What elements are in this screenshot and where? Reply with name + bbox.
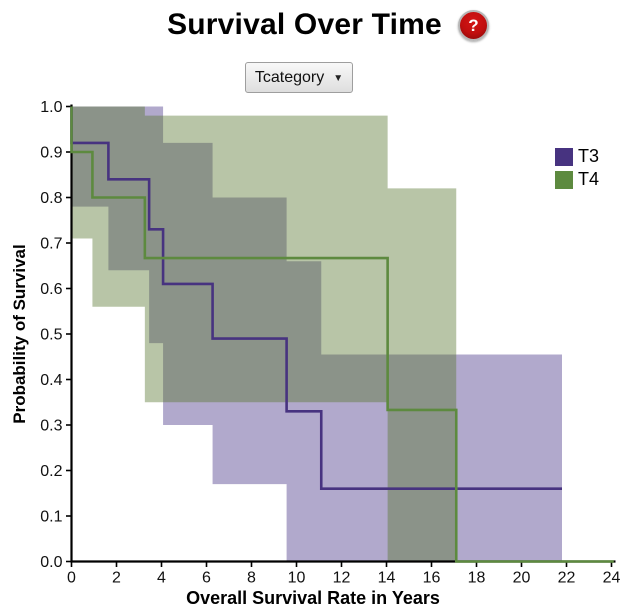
- y-tick-label: 0.3: [40, 418, 62, 435]
- x-tick-label: 8: [247, 570, 256, 587]
- page-title: Survival Over Time: [167, 8, 442, 41]
- x-tick-label: 16: [423, 570, 441, 587]
- legend-label-t3: T3: [578, 146, 600, 166]
- x-tick-label: 18: [468, 570, 486, 587]
- legend-label-t4: T4: [578, 169, 600, 189]
- y-axis-label: Probability of Survival: [10, 244, 29, 424]
- y-tick-label: 0.5: [40, 327, 62, 344]
- legend-swatch-t4: [555, 170, 573, 189]
- x-tick-label: 6: [202, 570, 211, 587]
- y-tick-label: 0.9: [40, 145, 62, 162]
- x-tick-label: 2: [112, 570, 121, 587]
- page-header: Survival Over Time ?: [0, 8, 626, 42]
- category-dropdown[interactable]: Tcategory ▼: [245, 62, 353, 93]
- x-tick-label: 0: [67, 570, 76, 587]
- y-tick-label: 0.7: [40, 236, 62, 253]
- ci-band-t4: [71, 106, 457, 562]
- legend-swatch-t3: [555, 147, 573, 166]
- x-tick-label: 10: [288, 570, 306, 587]
- help-icon[interactable]: ?: [457, 9, 489, 41]
- x-tick-label: 22: [558, 570, 576, 587]
- y-tick-label: 0.8: [40, 190, 62, 207]
- legend-item-t3: T3: [555, 145, 599, 168]
- legend-item-t4: T4: [555, 168, 599, 191]
- y-tick-label: 0.2: [40, 463, 62, 480]
- x-tick-label: 24: [603, 570, 621, 587]
- y-tick-label: 0.4: [40, 372, 62, 389]
- category-dropdown-label: Tcategory: [254, 68, 325, 86]
- chevron-down-icon: ▼: [333, 73, 344, 84]
- x-tick-label: 20: [513, 570, 531, 587]
- y-tick-label: 0.6: [40, 281, 62, 298]
- x-tick-label: 4: [157, 570, 166, 587]
- x-tick-label: 14: [378, 570, 396, 587]
- legend: T3 T4: [555, 145, 599, 191]
- ci-band-t3: [71, 106, 562, 562]
- y-tick-label: 0.0: [40, 554, 62, 571]
- y-tick-label: 1.0: [40, 99, 62, 116]
- curve-t4: [70, 106, 614, 563]
- y-tick-label: 0.1: [40, 509, 62, 526]
- x-axis-label: Overall Survival Rate in Years: [186, 588, 440, 608]
- curve-t3: [70, 106, 562, 490]
- x-tick-label: 12: [333, 570, 351, 587]
